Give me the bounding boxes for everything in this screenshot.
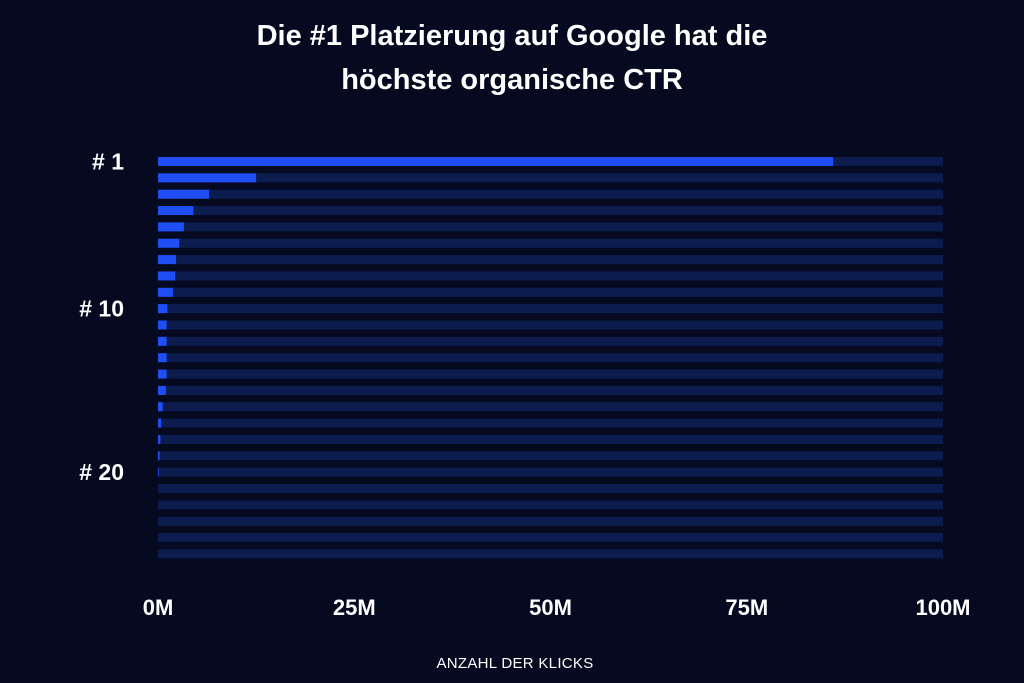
bar-rank-20 [158, 467, 159, 477]
bar-track [158, 189, 943, 199]
chart-title-line-2: höchste organische CTR [341, 64, 683, 96]
bar-tracks [158, 157, 943, 559]
bar-track [158, 500, 943, 510]
bar-rank-9 [158, 287, 173, 297]
bar-track [158, 222, 943, 232]
bar-rank-18 [158, 434, 161, 444]
bar-track [158, 549, 943, 559]
bar-rank-19 [158, 451, 160, 461]
bar-track [158, 385, 943, 395]
rank-label: # 20 [79, 459, 124, 485]
bar-track [158, 255, 943, 265]
x-tick-label: 0M [143, 595, 174, 620]
bar-track [158, 206, 943, 216]
chart-title-line-1: Die #1 Platzierung auf Google hat die [256, 20, 768, 52]
bar-track [158, 238, 943, 248]
bar-track [158, 418, 943, 428]
bar-rank-12 [158, 336, 167, 346]
bar-track [158, 451, 943, 461]
bar-track [158, 287, 943, 297]
x-tick-label: 75M [725, 595, 768, 620]
x-axis-ticks: 0M 25M 50M 75M 100M [143, 595, 971, 620]
bar-rank-3 [158, 189, 210, 199]
bar-track [158, 533, 943, 543]
bar-rank-6 [158, 238, 180, 248]
bar-track [158, 484, 943, 493]
bar-track [158, 467, 943, 477]
bar-series [158, 157, 834, 477]
bar-track [158, 320, 943, 330]
bar-rank-15 [158, 385, 166, 395]
bar-rank-7 [158, 255, 177, 265]
bar-rank-1 [158, 157, 834, 166]
bar-rank-8 [158, 271, 176, 281]
x-axis-label: ANZAHL DER KLICKS [436, 655, 593, 672]
bar-track [158, 336, 943, 346]
bar-track [158, 353, 943, 363]
bar-rank-14 [158, 369, 167, 379]
bar-track [158, 271, 943, 281]
x-tick-label: 100M [915, 595, 970, 620]
bar-track [158, 304, 943, 314]
bar-rank-2 [158, 173, 257, 183]
bar-rank-17 [158, 418, 162, 428]
bar-rank-13 [158, 353, 167, 363]
x-tick-label: 25M [333, 595, 376, 620]
bar-rank-10 [158, 304, 168, 314]
bar-track [158, 516, 943, 526]
rank-label: # 1 [92, 149, 124, 175]
bar-rank-11 [158, 320, 167, 330]
rank-label: # 10 [79, 296, 124, 322]
bar-track [158, 434, 943, 444]
bar-rank-5 [158, 222, 184, 232]
bar-track [158, 402, 943, 412]
bar-track [158, 173, 943, 183]
rank-labels: # 1 # 10 # 20 [79, 149, 124, 486]
bar-track [158, 369, 943, 379]
bar-rank-4 [158, 206, 194, 216]
x-tick-label: 50M [529, 595, 572, 620]
bar-rank-16 [158, 402, 163, 412]
chart-title: Die #1 Platzierung auf Google hat die hö… [0, 14, 1024, 102]
